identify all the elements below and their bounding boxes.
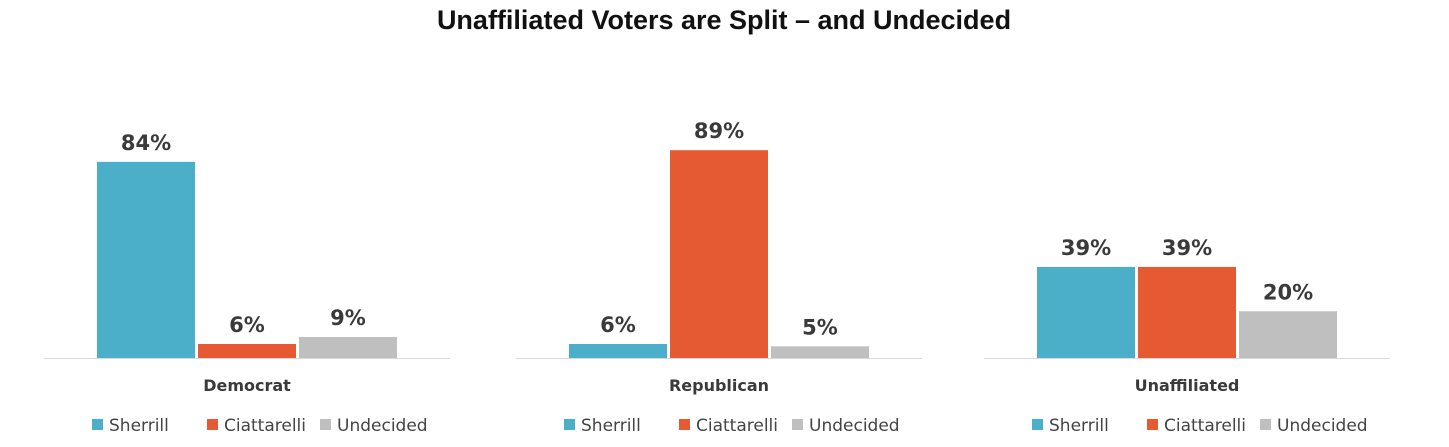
legend-label-sherrill: Sherrill: [1049, 416, 1109, 436]
panels: 84% 6% 9% Democrat Sherrill Ciattarelli Undeci…: [44, 119, 1390, 436]
bar-unaffiliated-sherrill: [1037, 266, 1135, 358]
chart-title: Unaffiliated Voters are Split – and Unde…: [437, 5, 1011, 35]
panel-unaffiliated: 39% 39% 20% Unaffiliated Sherrill Ciattarelli…: [984, 236, 1390, 436]
category-label: Republican: [669, 376, 769, 395]
bar-democrat-ciattarelli: [198, 343, 296, 358]
data-label: 89%: [694, 119, 744, 143]
data-label: 39%: [1061, 236, 1111, 260]
legend-swatch-undecided: [792, 419, 803, 430]
legend-swatch-sherrill: [92, 419, 103, 430]
legend-label-undecided: Undecided: [1277, 416, 1368, 436]
legend-swatch-ciattarelli: [1147, 419, 1158, 430]
legend-label-sherrill: Sherrill: [109, 416, 169, 436]
legend-swatch-sherrill: [1032, 419, 1043, 430]
bar-democrat-undecided: [299, 336, 397, 358]
data-label: 39%: [1162, 236, 1212, 260]
bar-republican-sherrill: [569, 343, 667, 358]
legend: Sherrill Ciattarelli Undecided: [92, 416, 428, 436]
legend-label-undecided: Undecided: [809, 416, 900, 436]
data-label: 9%: [330, 306, 366, 330]
legend-swatch-ciattarelli: [679, 419, 690, 430]
bar-republican-undecided: [771, 346, 869, 358]
legend: Sherrill Ciattarelli Undecided: [1032, 416, 1368, 436]
data-label: 20%: [1263, 280, 1313, 304]
legend-swatch-ciattarelli: [207, 419, 218, 430]
data-label: 6%: [229, 313, 265, 337]
panel-republican: 6% 89% 5% Republican Sherrill Ciattarelli Unde…: [516, 119, 922, 436]
bar-unaffiliated-ciattarelli: [1138, 266, 1236, 358]
legend-label-sherrill: Sherrill: [581, 416, 641, 436]
data-label: 84%: [121, 131, 171, 155]
legend-swatch-undecided: [1260, 419, 1271, 430]
panel-democrat: 84% 6% 9% Democrat Sherrill Ciattarelli Undeci…: [44, 131, 450, 436]
data-label: 6%: [600, 313, 636, 337]
legend: Sherrill Ciattarelli Undecided: [564, 416, 900, 436]
category-label: Unaffiliated: [1135, 376, 1240, 395]
legend-swatch-sherrill: [564, 419, 575, 430]
bar-republican-ciattarelli: [670, 150, 768, 358]
legend-label-ciattarelli: Ciattarelli: [224, 416, 306, 436]
bar-democrat-sherrill: [97, 161, 195, 358]
legend-label-undecided: Undecided: [337, 416, 428, 436]
legend-label-ciattarelli: Ciattarelli: [696, 416, 778, 436]
category-label: Democrat: [203, 376, 291, 395]
legend-label-ciattarelli: Ciattarelli: [1164, 416, 1246, 436]
legend-swatch-undecided: [320, 419, 331, 430]
data-label: 5%: [802, 315, 838, 339]
bar-unaffiliated-undecided: [1239, 311, 1337, 358]
